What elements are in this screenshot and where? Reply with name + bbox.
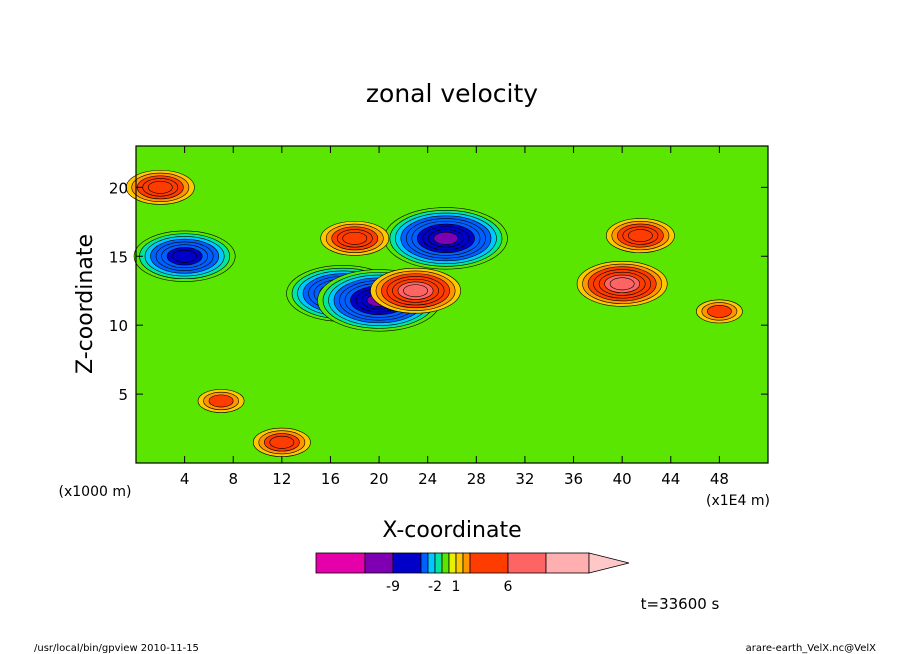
x-tick-label-28: 28: [467, 470, 486, 488]
velocity-contour-fill: [125, 169, 743, 457]
footer-left: /usr/local/bin/gpview 2010-11-15: [34, 643, 199, 654]
x-tick-label-12: 12: [272, 470, 291, 488]
x-tick-label-48: 48: [710, 470, 729, 488]
colorbar-label-6: 6: [504, 579, 513, 595]
colorbar-label--9: -9: [386, 579, 400, 595]
colorbar: -9 -2 1 6: [315, 552, 630, 595]
y-tick-label-20: 20: [109, 179, 128, 197]
x-tick-label-4: 4: [180, 470, 190, 488]
plot-frame: [135, 145, 769, 464]
contour-4-6: [609, 277, 635, 291]
y-axis-label: Z-coordinate: [73, 234, 98, 374]
x-tick-label-32: 32: [515, 470, 534, 488]
colorbar-extend-arrow: [588, 552, 630, 574]
y-tick-label-15: 15: [109, 248, 128, 266]
x-tick-label-40: 40: [613, 470, 632, 488]
footer-right: arare-earth_VelX.nc@VelX: [746, 643, 877, 654]
x-tick-label-44: 44: [661, 470, 680, 488]
colorbar-segment-7: [448, 552, 457, 574]
x-tick-label-16: 16: [321, 470, 340, 488]
x-axis: 4 8 12 16 20 24 28 32 36 40 44 48: [180, 146, 729, 488]
colorbar-segment-5: [434, 552, 443, 574]
colorbar-segment-10: [469, 552, 509, 574]
colorbar-segment-1: [364, 552, 394, 574]
time-label: t=33600 s: [641, 595, 720, 613]
colorbar-segment-6: [441, 552, 450, 574]
contour-5-4: [627, 229, 653, 242]
x-tick-label-8: 8: [228, 470, 238, 488]
x-tick-label-36: 36: [564, 470, 583, 488]
y-tick-label-5: 5: [118, 386, 128, 404]
x-tick-label-24: 24: [418, 470, 437, 488]
contour-9-2: [706, 304, 732, 318]
x-axis-label: X-coordinate: [382, 518, 521, 543]
colorbar-segment-8: [455, 552, 464, 574]
colorbar-segment-11: [507, 552, 547, 574]
x-unit-right: (x1E4 m): [706, 493, 770, 509]
contour-7-4: [147, 180, 173, 194]
y-tick-label-10: 10: [109, 317, 128, 335]
colorbar-segment-12: [545, 552, 590, 574]
x-unit-left: (x1000 m): [59, 484, 132, 500]
contour-10-2: [208, 394, 234, 408]
colorbar-segment-3: [420, 552, 429, 574]
x-tick-label-20: 20: [370, 470, 389, 488]
chart-title: zonal velocity: [366, 79, 538, 108]
colorbar-segment-2: [392, 552, 422, 574]
contour-8-7: [172, 249, 198, 263]
plot-background: [136, 146, 768, 463]
colorbar-label--2: -2: [428, 579, 442, 595]
contour-11-3: [269, 435, 295, 449]
contour-6-4: [342, 231, 368, 245]
colorbar-segment-0: [315, 552, 366, 574]
contour-3-6: [403, 284, 428, 298]
y-axis: 5 10 15 20: [109, 179, 768, 404]
colorbar-segment-4: [427, 552, 436, 574]
contour-2-9: [433, 231, 459, 245]
colorbar-segment-9: [462, 552, 471, 574]
plot-area: [125, 145, 769, 464]
colorbar-label-1: 1: [452, 579, 461, 595]
